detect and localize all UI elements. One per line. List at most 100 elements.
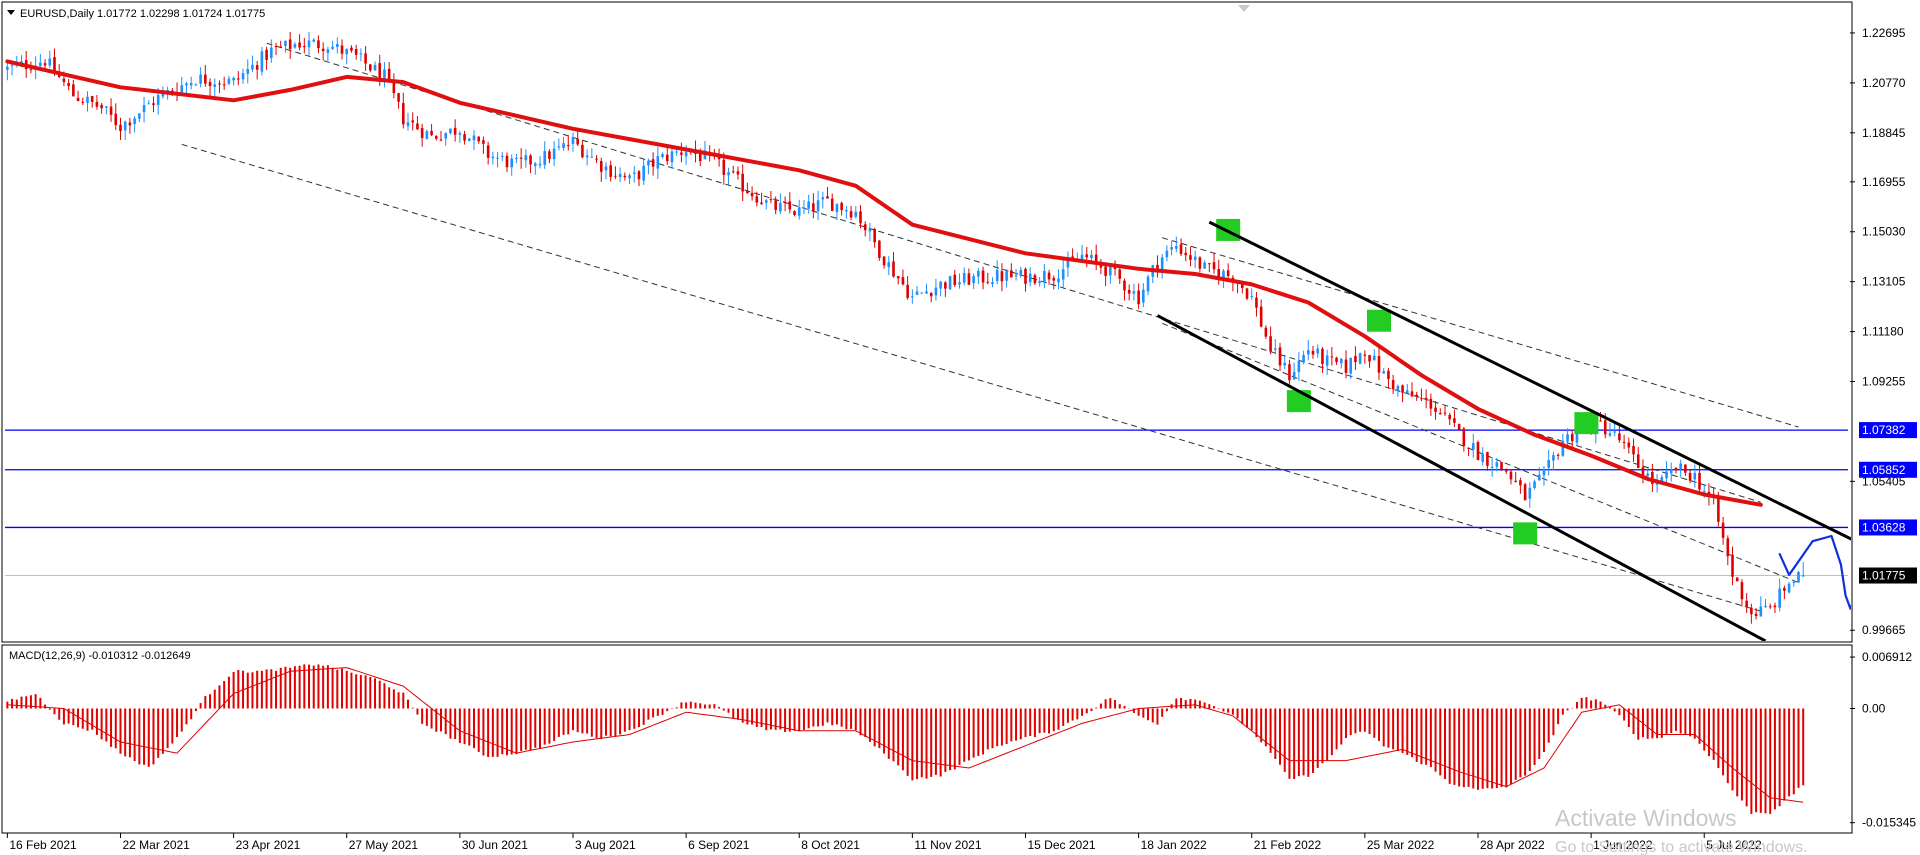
candle-body <box>1297 360 1301 373</box>
candle-body <box>449 128 452 134</box>
candle-body <box>510 158 514 168</box>
candle-body <box>571 137 575 144</box>
candle <box>1028 267 1032 287</box>
candle <box>194 83 198 86</box>
candle-body <box>1014 275 1018 277</box>
candle <box>1354 346 1357 370</box>
horizontal-levels <box>5 429 1848 577</box>
candle-body <box>925 291 928 294</box>
candle <box>1189 246 1192 267</box>
candle-body <box>425 131 429 139</box>
candle <box>100 102 103 114</box>
candle-body <box>1038 281 1041 284</box>
candle <box>1486 451 1489 471</box>
candle <box>557 138 561 151</box>
candle <box>237 71 240 86</box>
candle-body <box>576 138 579 145</box>
candle <box>741 164 744 202</box>
candle <box>656 146 660 179</box>
candle <box>467 137 471 142</box>
candle <box>251 55 254 73</box>
candle <box>67 79 70 91</box>
candle <box>416 116 419 130</box>
candle <box>1335 356 1338 365</box>
candle <box>1278 342 1282 372</box>
candle <box>1792 579 1796 587</box>
candle <box>1462 426 1466 452</box>
candle <box>1057 269 1060 290</box>
candle <box>566 135 570 151</box>
candle-body <box>1156 264 1159 269</box>
candle <box>1401 384 1404 403</box>
candle <box>1566 428 1569 446</box>
candle <box>1175 236 1178 253</box>
candle-body <box>604 166 608 171</box>
candle <box>1698 462 1701 493</box>
candle-body <box>1019 269 1023 277</box>
candle-body <box>1556 454 1560 456</box>
candle-body <box>1203 262 1206 269</box>
candle-body <box>1339 358 1343 364</box>
candle <box>1457 423 1461 431</box>
candle-body <box>1486 452 1489 466</box>
candle <box>486 141 490 165</box>
candle-body <box>90 96 94 102</box>
candle <box>72 79 75 97</box>
candle <box>284 40 287 53</box>
dashed-line-3 <box>1161 322 1799 584</box>
candle <box>581 140 584 159</box>
candle <box>859 205 862 229</box>
candle <box>977 267 980 285</box>
price-pane[interactable] <box>1 1 1853 643</box>
candle <box>670 148 674 169</box>
moving-average-line <box>5 59 1763 507</box>
candle <box>1750 603 1753 624</box>
date-tick-label: 8 Oct 2021 <box>801 838 860 852</box>
candle <box>1274 339 1277 355</box>
candle <box>1297 352 1301 382</box>
candle-body <box>830 198 834 211</box>
candle-body <box>1132 291 1136 294</box>
candle-body <box>557 146 561 148</box>
dropdown-triangle-icon[interactable] <box>7 10 15 15</box>
candle-body <box>840 202 843 211</box>
candle <box>760 192 763 205</box>
candle-body <box>199 74 202 84</box>
candle <box>1226 263 1230 279</box>
candle <box>303 38 306 54</box>
candle <box>1783 585 1786 600</box>
current-price-box <box>1859 567 1917 584</box>
candle <box>152 96 155 113</box>
candle <box>1608 422 1612 438</box>
candle-body <box>863 224 867 231</box>
candle <box>1000 263 1004 292</box>
candle-body <box>430 130 433 136</box>
candle-body <box>1504 469 1508 472</box>
candle <box>114 103 118 131</box>
date-tick-label: 18 Jan 2022 <box>1141 838 1207 852</box>
candle-body <box>599 161 603 172</box>
candle-body <box>1490 466 1494 468</box>
candle <box>270 39 273 63</box>
candle-body <box>1391 380 1395 390</box>
candle <box>1094 244 1098 271</box>
candle-body <box>986 281 990 283</box>
candle-body <box>1471 443 1475 450</box>
candle-body <box>628 175 631 179</box>
candle <box>1420 388 1423 402</box>
candle-body <box>1731 554 1734 577</box>
candle-body <box>1146 276 1150 292</box>
candle <box>199 67 202 88</box>
candle <box>736 166 740 180</box>
candle-body <box>1094 254 1098 262</box>
candle <box>1142 283 1145 308</box>
candle-body <box>868 229 872 232</box>
candle-body <box>892 261 895 277</box>
candle <box>222 76 226 90</box>
candle <box>962 267 966 286</box>
candle-body <box>1165 250 1169 258</box>
candle <box>599 157 603 182</box>
candle <box>1745 593 1748 613</box>
candle-body <box>1651 471 1654 484</box>
